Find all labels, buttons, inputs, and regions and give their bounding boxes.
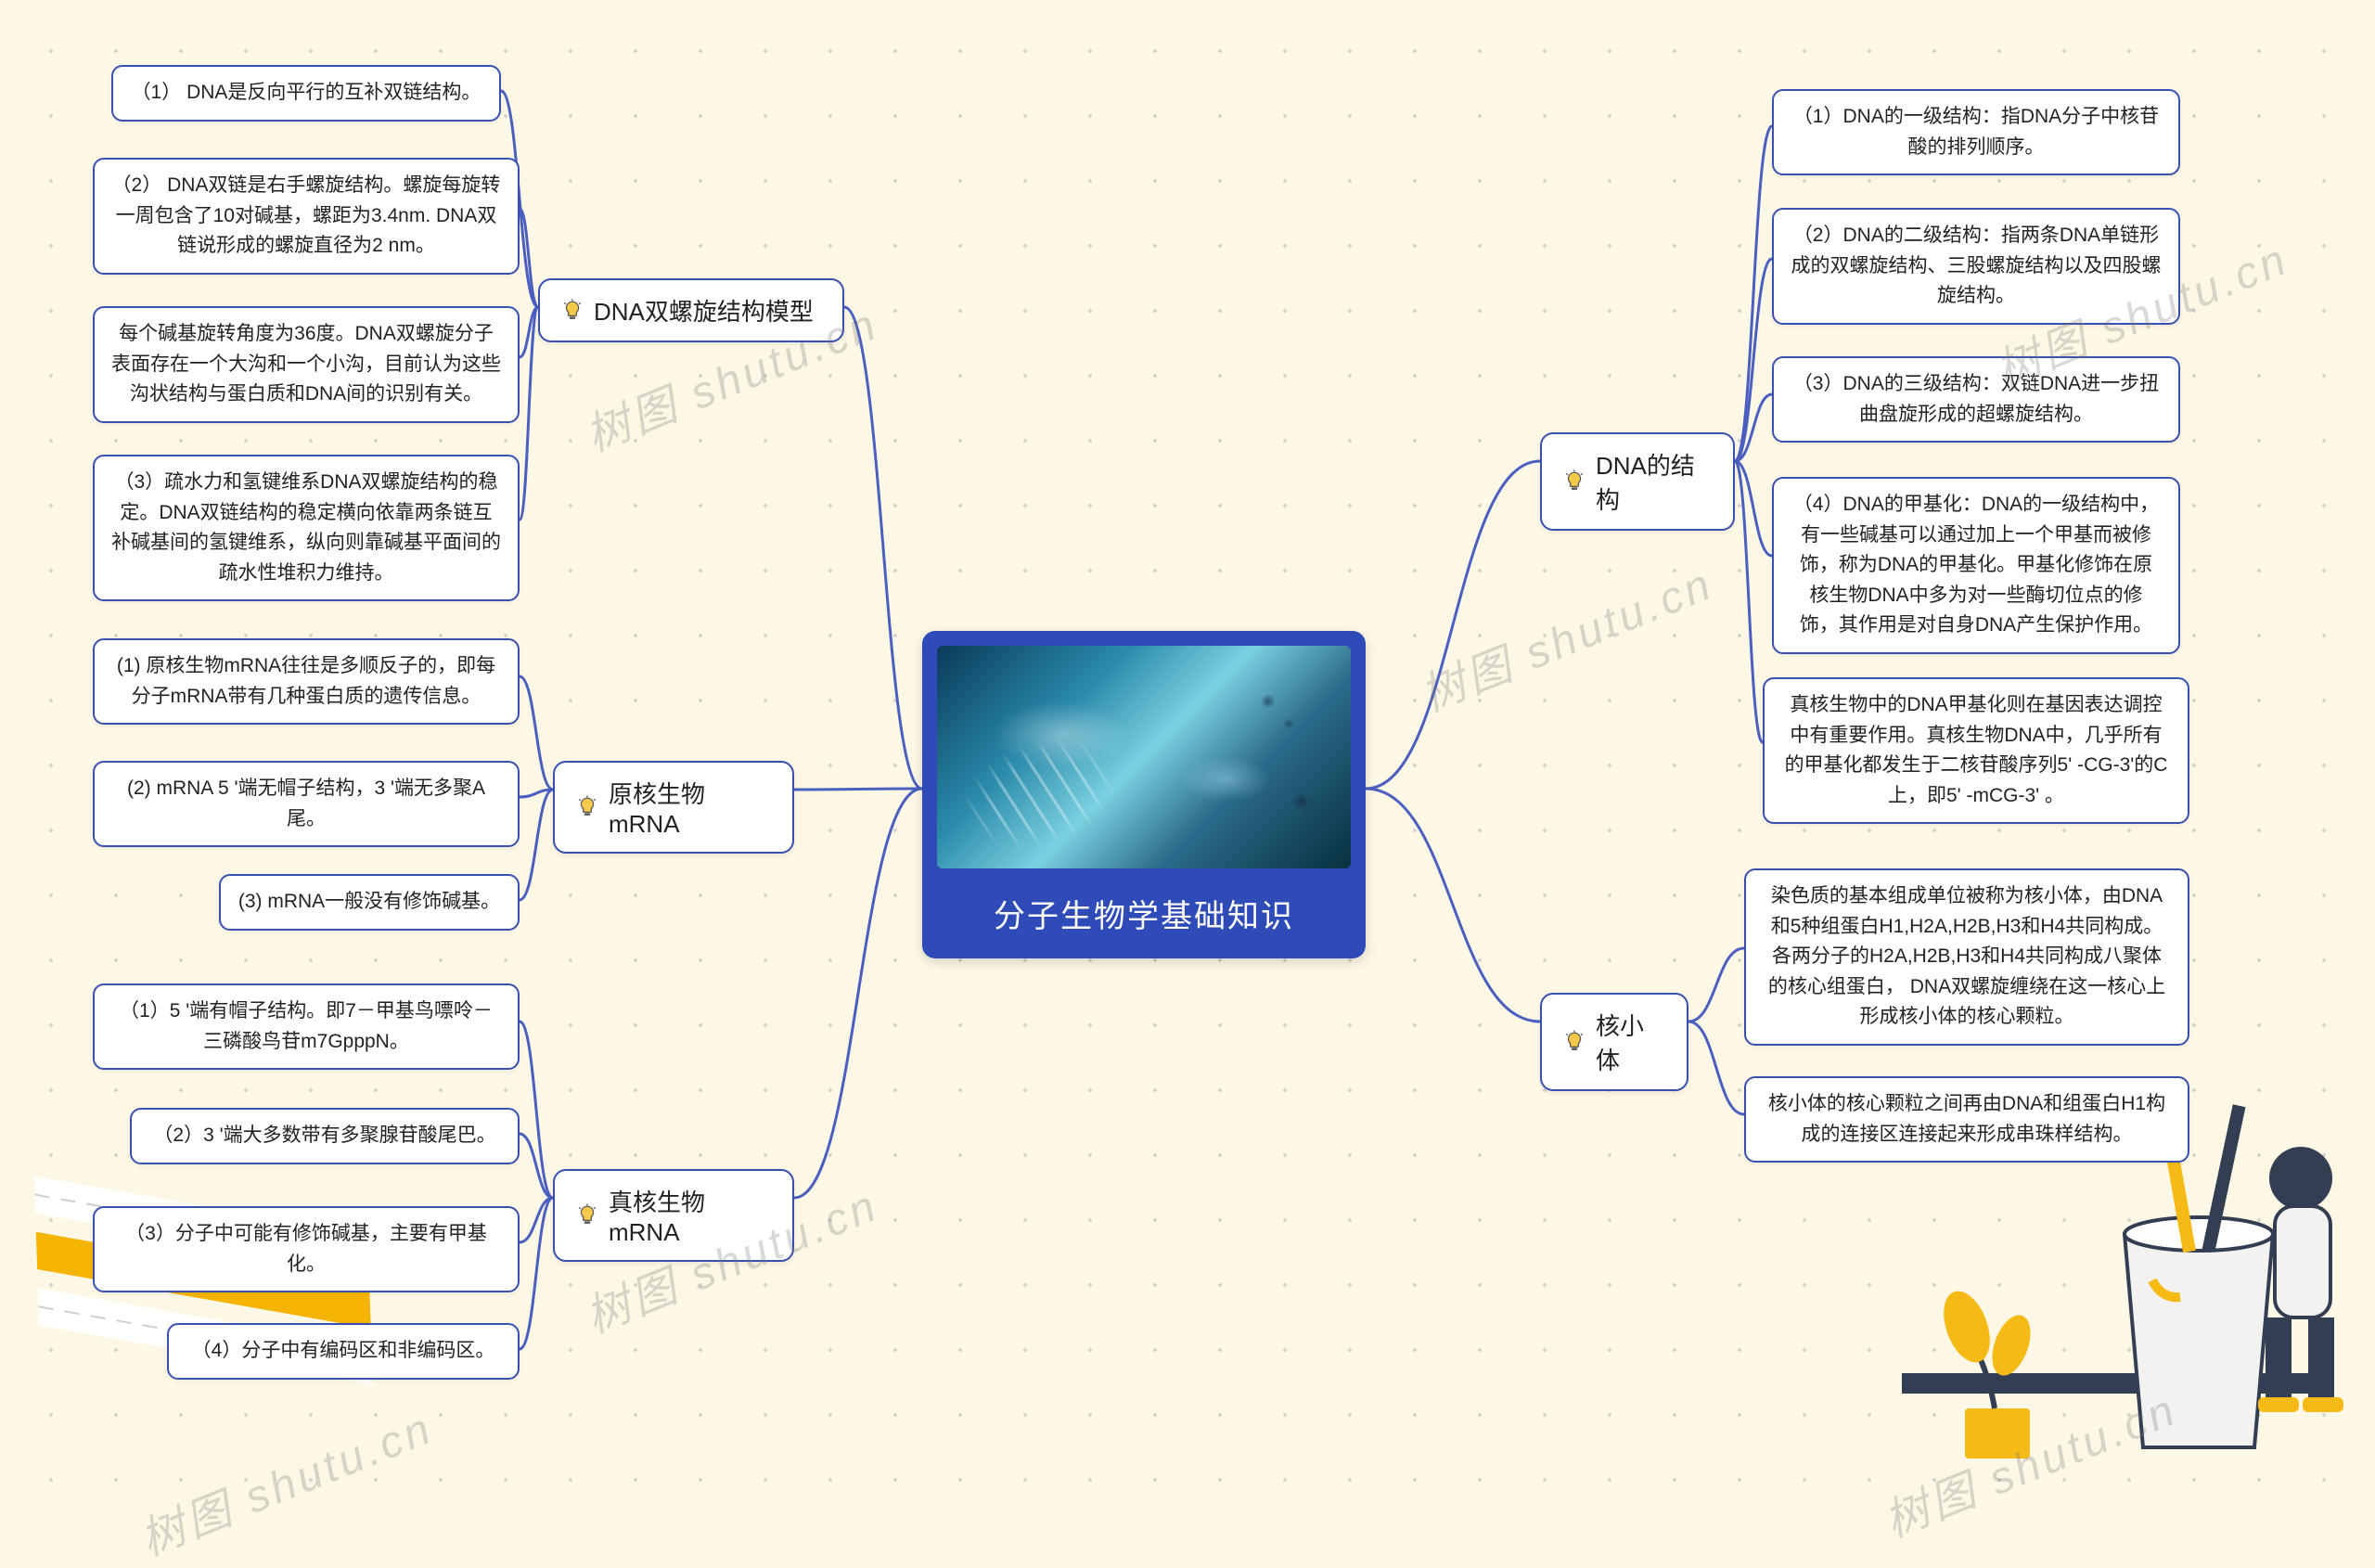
leaf-b3-0: （1）5 '端有帽子结构。即7－甲基鸟嘌呤－三磷酸鸟苷m7GpppN。: [93, 983, 520, 1070]
leaf-b4-2: （3）DNA的三级结构：双链DNA进一步扭曲盘旋形成的超螺旋结构。: [1772, 356, 2180, 443]
leaf-b1-3: （3）疏水力和氢键维系DNA双螺旋结构的稳定。DNA双链结构的稳定横向依靠两条链…: [93, 455, 520, 601]
branch-b5: 核小体: [1540, 993, 1688, 1091]
center-image: [937, 646, 1351, 868]
leaf-b2-1: (2) mRNA 5 '端无帽子结构，3 '端无多聚A尾。: [93, 761, 520, 847]
branch-b1: DNA双螺旋结构模型: [538, 278, 844, 342]
leaf-b5-1: 核小体的核心颗粒之间再由DNA和组蛋白H1构成的连接区连接起来形成串珠样结构。: [1744, 1076, 2189, 1163]
branch-label: 核小体: [1596, 1008, 1666, 1076]
branch-b2: 原核生物mRNA: [553, 761, 794, 854]
center-title: 分子生物学基础知识: [937, 885, 1351, 944]
lightbulb-icon: [1562, 1030, 1586, 1054]
leaf-b4-1: （2）DNA的二级结构：指两条DNA单链形成的双螺旋结构、三股螺旋结构以及四股螺…: [1772, 208, 2180, 325]
leaf-b3-1: （2）3 '端大多数带有多聚腺苷酸尾巴。: [130, 1108, 520, 1164]
leaf-b4-4: 真核生物中的DNA甲基化则在基因表达调控中有重要作用。真核生物DNA中，几乎所有…: [1763, 677, 2189, 824]
leaf-b5-0: 染色质的基本组成单位被称为核小体，由DNA和5种组蛋白H1,H2A,H2B,H3…: [1744, 868, 2189, 1046]
branch-b3: 真核生物mRNA: [553, 1169, 794, 1262]
leaf-b1-1: （2） DNA双链是右手螺旋结构。螺旋每旋转一周包含了10对碱基，螺距为3.4n…: [93, 158, 520, 275]
branch-label: DNA双螺旋结构模型: [594, 293, 814, 328]
leaf-b2-0: (1) 原核生物mRNA往往是多顺反子的，即每分子mRNA带有几种蛋白质的遗传信…: [93, 638, 520, 725]
leaf-b1-0: （1） DNA是反向平行的互补双链结构。: [111, 65, 501, 122]
lightbulb-icon: [560, 299, 584, 323]
branch-label: 真核生物mRNA: [609, 1184, 772, 1247]
leaf-b3-3: （4）分子中有编码区和非编码区。: [167, 1323, 520, 1380]
center-node: 分子生物学基础知识: [922, 631, 1366, 958]
branch-label: DNA的结构: [1596, 447, 1713, 516]
lightbulb-icon: [575, 795, 599, 819]
leaf-b1-2: 每个碱基旋转角度为36度。DNA双螺旋分子表面存在一个大沟和一个小沟，目前认为这…: [93, 306, 520, 423]
leaf-b2-2: (3) mRNA一般没有修饰碱基。: [219, 874, 520, 931]
leaf-b3-2: （3）分子中可能有修饰碱基，主要有甲基化。: [93, 1206, 520, 1292]
leaf-b4-3: （4）DNA的甲基化：DNA的一级结构中，有一些碱基可以通过加上一个甲基而被修饰…: [1772, 477, 2180, 654]
branch-b4: DNA的结构: [1540, 432, 1735, 531]
leaf-b4-0: （1）DNA的一级结构：指DNA分子中核苷酸的排列顺序。: [1772, 89, 2180, 175]
branch-label: 原核生物mRNA: [609, 776, 772, 839]
lightbulb-icon: [575, 1203, 599, 1227]
lightbulb-icon: [1562, 469, 1586, 494]
